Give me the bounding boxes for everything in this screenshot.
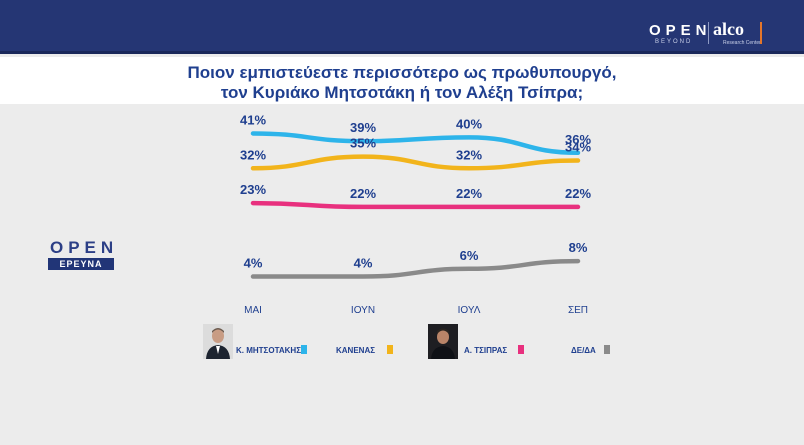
data-label-2-3: 22%	[565, 186, 591, 201]
series-line-1	[250, 154, 581, 171]
tsipras-photo	[428, 324, 458, 359]
data-label-2-0: 23%	[240, 182, 266, 197]
x-tick-label-2: ΙΟΥΛ	[458, 305, 481, 316]
data-label-1-3: 34%	[565, 140, 591, 155]
data-label-3-0: 4%	[244, 256, 263, 271]
alco-logo: alco	[713, 19, 744, 39]
legend-swatch-mitsotakis	[301, 345, 307, 354]
data-label-2-1: 22%	[350, 186, 376, 201]
data-label-1-0: 32%	[240, 147, 266, 162]
data-label-2-2: 22%	[456, 186, 482, 201]
legend-swatch-tsipras	[518, 345, 524, 354]
top-banner: OPEN BEYOND alco Research Center	[0, 0, 804, 54]
mitsotakis-photo	[203, 324, 233, 359]
data-label-0-1: 39%	[350, 120, 376, 135]
chart-title-line-1: Ποιον εμπιστεύεστε περισσότερο ως πρωθυπ…	[187, 63, 617, 82]
legend-label-mitsotakis: Κ. ΜΗΤΣΟΤΑΚΗΣ	[236, 346, 301, 355]
data-label-0-2: 40%	[456, 116, 482, 131]
alco-accent-bar	[760, 22, 762, 44]
data-label-1-1: 35%	[350, 136, 376, 151]
open-beyond-tagline: BEYOND	[655, 39, 693, 45]
x-tick-label-3: ΣΕΠ	[568, 305, 588, 316]
data-label-0-0: 41%	[240, 112, 266, 127]
x-tick-label-0: ΜΑΙ	[244, 305, 262, 316]
x-tick-label-1: ΙΟΥΝ	[351, 305, 375, 316]
open-erevna-logo: OPEN	[50, 238, 119, 257]
series-line-3	[250, 258, 581, 279]
logo-divider	[708, 22, 709, 44]
data-label-3-2: 6%	[460, 248, 479, 263]
data-label-3-3: 8%	[569, 240, 588, 255]
alco-subtitle: Research Center	[723, 40, 761, 46]
legend-label-dk-na: ΔΕ/ΔΑ	[571, 346, 596, 355]
legend-swatch-kanenas	[387, 345, 393, 354]
legend-label-kanenas: ΚΑΝΕΝΑΣ	[336, 346, 376, 355]
series-line-2	[250, 200, 581, 210]
chart-title-line-2: τον Κυριάκο Μητσοτάκη ή τον Αλέξη Τσίπρα…	[220, 83, 584, 102]
open-logo: OPEN	[649, 22, 712, 39]
series-line-0	[250, 131, 581, 156]
legend-swatch-dk-na	[604, 345, 610, 354]
data-label-3-1: 4%	[354, 256, 373, 271]
title-band: Ποιον εμπιστεύεστε περισσότερο ως πρωθυπ…	[0, 57, 804, 104]
erevna-badge: ΕΡΕΥΝΑ	[48, 258, 114, 270]
data-label-1-2: 32%	[456, 147, 482, 162]
data-label-0-3: 36%	[565, 132, 591, 147]
legend-label-tsipras: Α. ΤΣΙΠΡΑΣ	[464, 346, 508, 355]
